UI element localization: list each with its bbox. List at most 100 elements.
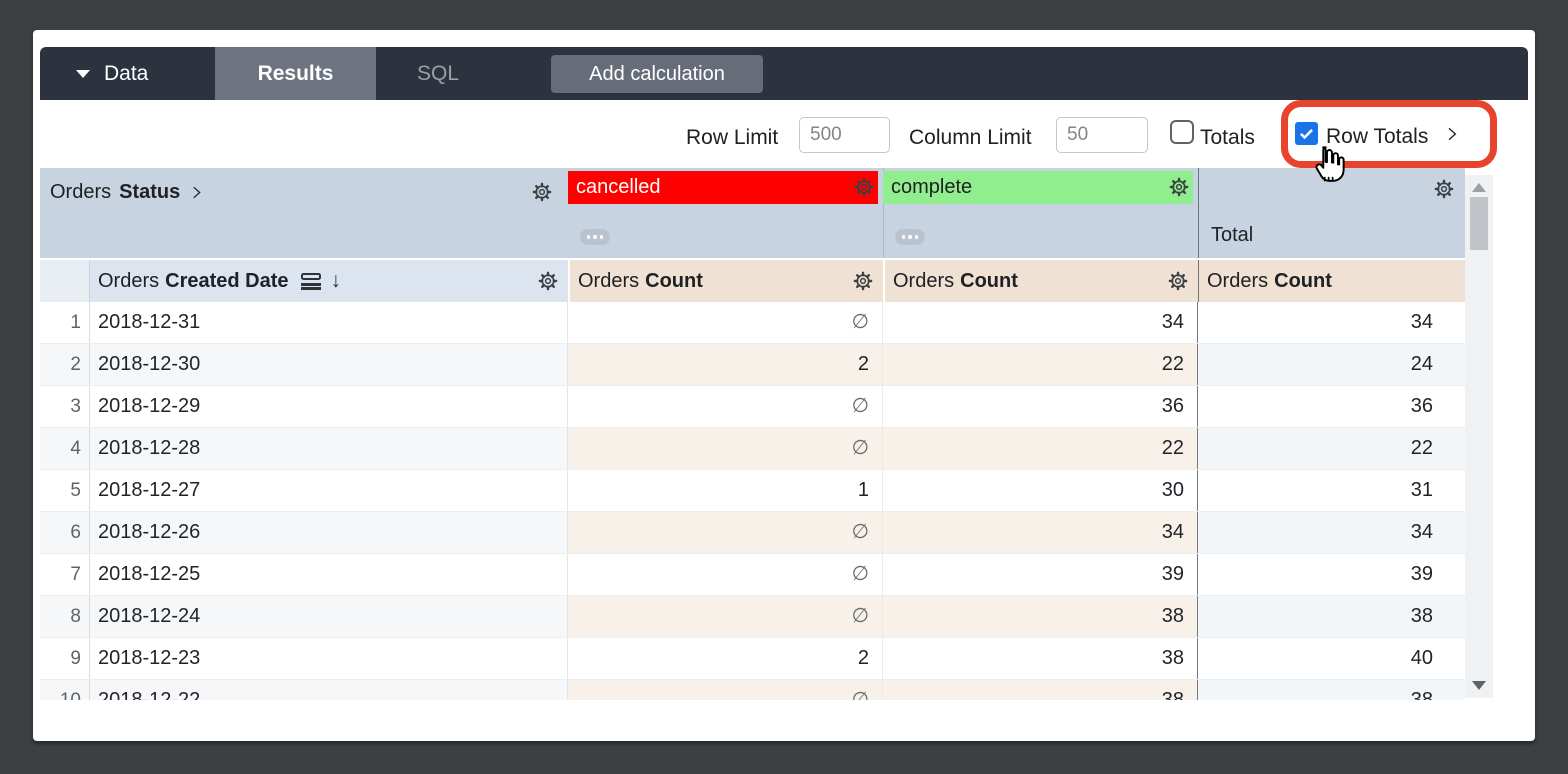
date-cell[interactable]: 2018-12-28 [90,428,568,469]
cancelled-count-cell[interactable]: ∅ [568,302,883,343]
scroll-up-arrow-icon[interactable] [1472,183,1486,192]
row-index: 6 [40,512,90,553]
null-value-symbol: ∅ [851,395,869,417]
date-cell[interactable]: 2018-12-29 [90,386,568,427]
cancelled-count-cell[interactable]: ∅ [568,386,883,427]
complete-count-cell[interactable]: 36 [883,386,1198,427]
complete-count-cell[interactable]: 30 [883,470,1198,511]
cancelled-count-cell[interactable]: 1 [568,470,883,511]
cancelled-count-cell[interactable]: 2 [568,638,883,679]
data-section-toggle[interactable]: Data [40,47,215,100]
table-row: 2 2018-12-30 2 22 24 [40,344,1465,386]
date-cell[interactable]: 2018-12-25 [90,554,568,595]
row-limit-label: Row Limit [686,126,779,149]
column-limit-input[interactable] [1056,117,1148,153]
date-cell[interactable]: 2018-12-27 [90,470,568,511]
null-value-symbol: ∅ [851,437,869,459]
pivot-value-cancelled[interactable]: cancelled [568,171,878,204]
tab-results[interactable]: Results [215,47,376,100]
table-body: 1 2018-12-31 ∅ 34 34 2 2018-12-30 2 22 24 3 2018-12… [40,302,1465,700]
row-totals-checkbox[interactable] [1295,122,1318,145]
row-total-cell[interactable]: 38 [1198,680,1465,700]
measure-header-band: Orders Created Date ↓ Orders Count Order… [40,260,1465,302]
date-cell[interactable]: 2018-12-22 [90,680,568,700]
row-index: 9 [40,638,90,679]
row-index: 1 [40,302,90,343]
row-total-cell[interactable]: 34 [1198,512,1465,553]
row-index: 4 [40,428,90,469]
row-number-header [40,260,90,302]
complete-count-cell[interactable]: 34 [883,512,1198,553]
scroll-down-arrow-icon[interactable] [1472,681,1486,690]
data-section-label: Data [104,61,149,85]
date-cell[interactable]: 2018-12-26 [90,512,568,553]
complete-count-cell[interactable]: 34 [883,302,1198,343]
sort-descending-icon[interactable]: ↓ [330,269,342,292]
chevron-right-icon[interactable] [1443,125,1461,143]
totals-checkbox[interactable] [1170,120,1194,144]
row-total-cell[interactable]: 34 [1410,311,1433,333]
cancelled-count-cell[interactable]: ∅ [568,554,883,595]
complete-count-cell[interactable]: 39 [883,554,1198,595]
pivot-menu-button[interactable] [580,229,610,245]
null-value-symbol: ∅ [851,521,869,543]
pivot-menu-button[interactable] [895,229,925,245]
null-value-symbol: ∅ [851,311,869,333]
row-index: 10 [40,680,90,700]
column-limit-label: Column Limit [909,126,1032,149]
gear-icon[interactable] [852,270,874,292]
pivot-value-complete[interactable]: complete [883,171,1193,204]
total-column-label: Total [1211,224,1254,246]
date-cell[interactable]: 2018-12-23 [90,638,568,679]
gear-icon[interactable] [1433,178,1455,200]
measure-header-complete[interactable]: Orders Count [883,260,1198,302]
date-cell[interactable]: 2018-12-31 [90,302,568,343]
explore-data-panel: Data Results SQL Add calculation Row Lim… [33,30,1535,741]
cancelled-count-cell[interactable]: ∅ [568,596,883,637]
row-index: 2 [40,344,90,385]
row-limit-input[interactable] [799,117,890,153]
complete-count-cell[interactable]: 22 [883,344,1198,385]
pivot-field-header[interactable]: Orders Status [40,168,568,258]
row-total-cell[interactable]: 36 [1410,395,1433,417]
row-total-cell[interactable]: 31 [1410,479,1433,501]
tab-sql[interactable]: SQL [416,61,460,85]
pivot-field-name: Status [119,181,181,203]
dimension-header[interactable]: Orders Created Date ↓ [90,260,568,302]
table-row: 7 2018-12-25 ∅ 39 39 [40,554,1465,596]
complete-count-cell[interactable]: 38 [883,596,1198,637]
measure-header-row-total[interactable]: Orders Count [1198,260,1465,302]
row-total-cell[interactable]: 39 [1410,563,1433,585]
chevron-right-icon [188,184,205,201]
gear-icon[interactable] [1168,176,1190,198]
cancelled-count-cell[interactable]: 2 [568,344,883,385]
complete-count-cell[interactable]: 38 [883,638,1198,679]
table-row: 9 2018-12-23 2 38 40 [40,638,1465,680]
cancelled-count-cell[interactable]: ∅ [568,512,883,553]
cancelled-count-cell[interactable]: ∅ [568,428,883,469]
date-cell[interactable]: 2018-12-30 [90,344,568,385]
row-total-cell[interactable]: 38 [1198,596,1465,637]
row-total-cell[interactable]: 22 [1198,428,1465,469]
gear-icon[interactable] [531,181,553,203]
row-total-cell[interactable]: 24 [1198,344,1465,385]
complete-count-cell[interactable]: 38 [883,680,1198,700]
hand-cursor-icon [1307,142,1349,188]
measure-header-cancelled[interactable]: Orders Count [568,260,883,302]
gear-icon[interactable] [1167,270,1189,292]
totals-label: Totals [1200,126,1255,149]
complete-count-cell[interactable]: 22 [883,428,1198,469]
scrollbar-thumb[interactable] [1470,197,1488,250]
table-row: 5 2018-12-27 1 30 31 [40,470,1465,512]
cancelled-count-cell[interactable]: ∅ [568,680,883,700]
gear-icon[interactable] [853,176,875,198]
null-value-symbol: ∅ [851,563,869,585]
null-value-symbol: ∅ [851,689,869,700]
add-calculation-button[interactable]: Add calculation [551,55,763,93]
vertical-scrollbar[interactable] [1465,175,1493,698]
gear-icon[interactable] [537,270,559,292]
row-total-cell[interactable]: 40 [1410,647,1433,669]
total-column-divider [1198,168,1199,258]
date-cell[interactable]: 2018-12-24 [90,596,568,637]
column-divider [883,168,884,258]
